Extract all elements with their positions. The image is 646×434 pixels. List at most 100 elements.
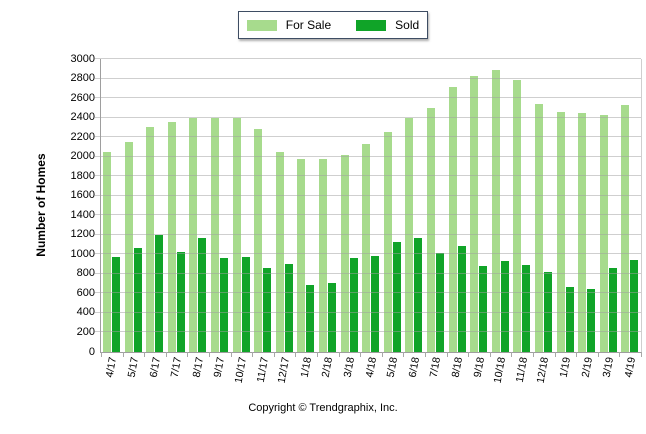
x-tick-label: 4/17 xyxy=(103,356,120,379)
legend: For Sale Sold xyxy=(238,11,428,39)
legend-label-for-sale: For Sale xyxy=(285,18,332,32)
x-axis-tick xyxy=(252,352,254,357)
y-tick-label: 800 xyxy=(76,267,95,280)
y-tick-label: 2000 xyxy=(70,150,95,163)
gridline xyxy=(95,272,641,274)
x-tick-label: 3/18 xyxy=(341,356,357,379)
gridline xyxy=(95,331,641,333)
x-axis-tick xyxy=(641,352,642,357)
x-axis-tick xyxy=(403,352,405,357)
bar-sold xyxy=(198,237,207,352)
x-axis-tick xyxy=(187,352,189,357)
y-tick-label: 1800 xyxy=(70,169,95,182)
gridline xyxy=(95,116,641,118)
bar-sold xyxy=(565,286,574,352)
bar-sold xyxy=(522,265,531,352)
x-axis-tick xyxy=(360,352,362,357)
x-tick-label: 5/18 xyxy=(384,356,401,379)
bar-sold xyxy=(112,257,120,352)
x-axis-tick xyxy=(425,352,426,357)
gridline xyxy=(95,155,641,157)
bar-sold xyxy=(284,264,293,352)
bar-for-sale xyxy=(275,151,284,352)
gridline xyxy=(95,97,641,99)
gridline xyxy=(95,214,641,216)
bar-for-sale xyxy=(254,129,263,352)
bar-sold xyxy=(479,266,488,352)
x-axis-tick xyxy=(533,352,534,357)
x-tick-label: 12/18 xyxy=(534,356,552,385)
legend-label-sold: Sold xyxy=(395,18,420,32)
x-tick-label: 9/17 xyxy=(211,356,228,379)
bar-sold xyxy=(155,234,164,352)
x-axis-tick xyxy=(554,352,556,357)
legend-swatch-for-sale xyxy=(246,19,277,31)
legend-swatch-sold xyxy=(356,19,387,31)
bar-for-sale xyxy=(103,151,111,352)
y-tick-label: 2600 xyxy=(70,91,95,104)
y-tick-label: 1000 xyxy=(70,247,95,260)
bar-for-sale xyxy=(448,87,457,352)
x-axis-tick xyxy=(317,352,318,357)
bar-sold xyxy=(133,247,142,352)
gridline xyxy=(95,175,641,177)
bar-sold xyxy=(500,261,509,352)
x-tick-label: 1/18 xyxy=(298,356,314,379)
x-axis-tick xyxy=(576,352,578,357)
bar-sold xyxy=(392,241,401,352)
x-tick-label: 7/18 xyxy=(427,356,444,379)
x-axis-tick xyxy=(381,352,383,357)
x-tick-label: 11/18 xyxy=(513,356,530,384)
bar-for-sale xyxy=(124,142,133,352)
x-axis-tick xyxy=(295,352,297,357)
gridline xyxy=(95,253,641,255)
gridline xyxy=(95,194,641,196)
bar-for-sale xyxy=(167,122,176,352)
y-tick-label: 2200 xyxy=(70,130,95,143)
x-tick-label: 11/17 xyxy=(254,356,271,384)
gridline xyxy=(95,136,641,138)
x-tick-label: 9/18 xyxy=(471,356,487,379)
copyright-text: Copyright © Trendgraphix, Inc. xyxy=(248,402,398,414)
y-tick-label: 2400 xyxy=(70,111,95,124)
bar-for-sale xyxy=(470,75,479,352)
bar-for-sale xyxy=(427,107,435,352)
bar-sold xyxy=(371,256,380,352)
x-axis-tick xyxy=(597,352,599,357)
x-axis-tick xyxy=(230,352,232,357)
gridline xyxy=(95,77,641,79)
x-tick-label: 6/17 xyxy=(147,356,163,379)
y-tick-label: 200 xyxy=(76,325,95,338)
bar-for-sale xyxy=(621,104,630,352)
gridline xyxy=(95,58,641,59)
bar-sold xyxy=(176,252,185,352)
y-tick-label: 3000 xyxy=(70,52,95,65)
bar-sold xyxy=(349,258,358,352)
gridline xyxy=(95,311,641,313)
x-axis-tick xyxy=(165,352,167,357)
bar-for-sale xyxy=(556,111,565,352)
x-axis-tick xyxy=(122,352,124,357)
x-tick-label: 10/17 xyxy=(232,356,249,385)
x-tick-label: 8/18 xyxy=(449,356,465,379)
x-axis-tick xyxy=(209,352,210,357)
x-axis-tick xyxy=(446,352,448,357)
bar-for-sale xyxy=(513,79,522,352)
bar-sold xyxy=(414,237,423,352)
bar-for-sale xyxy=(146,127,155,352)
y-axis-title: Number of Homes xyxy=(34,153,48,257)
y-tick-label: 2800 xyxy=(70,72,95,85)
x-tick-label: 8/17 xyxy=(190,356,206,379)
x-axis-tick xyxy=(619,352,621,357)
x-axis-tick xyxy=(511,352,513,357)
x-tick-label: 10/18 xyxy=(491,356,509,385)
x-tick-label: 2/18 xyxy=(319,356,336,379)
y-tick-label: 1600 xyxy=(70,189,95,202)
x-axis-tick xyxy=(273,352,275,357)
bar-for-sale xyxy=(535,103,543,352)
x-tick-label: 6/18 xyxy=(406,356,422,379)
x-axis-tick xyxy=(101,352,102,357)
y-tick-label: 600 xyxy=(76,286,95,299)
y-tick-label: 1200 xyxy=(70,228,95,241)
y-tick-label: 400 xyxy=(76,306,95,319)
